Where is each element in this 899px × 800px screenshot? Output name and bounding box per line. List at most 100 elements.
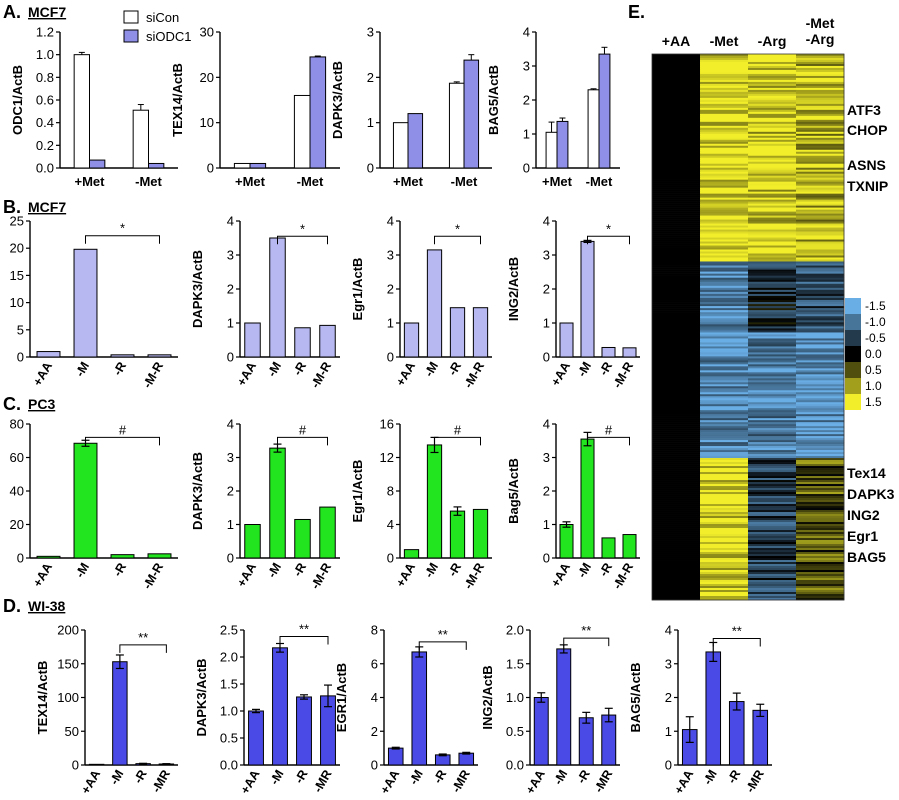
heatmap-cell xyxy=(748,422,797,425)
heatmap-cell xyxy=(700,598,749,601)
bar xyxy=(269,237,286,358)
heatmap-cell xyxy=(700,312,749,315)
heatmap-cell xyxy=(652,107,701,111)
heatmap-cell xyxy=(652,133,701,137)
heatmap-cell xyxy=(796,203,845,206)
panel-a-cell-line: MCF7 xyxy=(28,4,66,20)
heatmap-cell xyxy=(748,428,797,431)
heatmap-cell xyxy=(796,366,845,369)
significance-bracket xyxy=(712,637,761,647)
y-axis-label: DAPK3/ActB xyxy=(194,658,209,736)
heatmap-cell xyxy=(748,508,797,511)
heatmap-cell xyxy=(700,494,749,497)
heatmap-cell xyxy=(796,528,845,531)
heatmap-cell xyxy=(796,103,845,107)
heatmap-cell xyxy=(652,432,701,435)
x-tick-label: -M xyxy=(551,768,570,788)
heatmap-cell xyxy=(700,187,749,190)
heatmap-cell xyxy=(748,404,797,407)
heatmap-cell xyxy=(748,578,797,581)
heatmap-cell xyxy=(652,446,701,449)
heatmap-cell xyxy=(700,93,749,97)
heatmap-cell xyxy=(796,428,845,431)
heatmap-cell xyxy=(748,438,797,441)
heatmap-cell xyxy=(652,159,701,163)
y-tick-label: 8 xyxy=(387,484,394,499)
heatmap-cell xyxy=(652,578,701,581)
bar xyxy=(472,508,489,559)
heatmap-cell xyxy=(652,221,701,224)
y-tick-label: 5 xyxy=(17,322,24,337)
heatmap-cell xyxy=(652,247,701,250)
x-tick-label: +Met xyxy=(542,174,573,189)
y-tick-label: 1 xyxy=(227,316,234,331)
heatmap-cell xyxy=(652,257,701,260)
heatmap-cell xyxy=(700,562,749,565)
heatmap-cell xyxy=(796,420,845,423)
heatmap-cell xyxy=(748,458,797,461)
heatmap-cell xyxy=(748,54,797,57)
heatmap-cell xyxy=(796,183,845,186)
heatmap-cell xyxy=(700,101,749,105)
y-tick-label: 6 xyxy=(371,656,378,671)
heatmap-cell xyxy=(700,528,749,531)
heatmap-cell xyxy=(700,322,749,325)
heatmap-cell xyxy=(796,372,845,375)
significance-label: ** xyxy=(732,623,742,638)
panel-d-letter: D. xyxy=(3,596,21,616)
y-axis-label: TEX14/ActB xyxy=(35,661,50,735)
heatmap-cell xyxy=(796,588,845,591)
heatmap-cell xyxy=(796,498,845,501)
heatmap-cell xyxy=(796,137,845,141)
heatmap-cell xyxy=(700,257,749,260)
heatmap-cell xyxy=(748,57,797,61)
heatmap-cell xyxy=(796,67,845,71)
heatmap-cell xyxy=(748,285,797,289)
heatmap-cell xyxy=(700,468,749,471)
heatmap-cell xyxy=(700,121,749,125)
heatmap-cell xyxy=(748,568,797,571)
heatmap-cell xyxy=(796,512,845,515)
x-tick-label: -R xyxy=(110,360,129,378)
bar xyxy=(556,648,572,766)
heatmap-cell xyxy=(748,572,797,575)
x-tick-label: -R xyxy=(131,768,150,786)
heatmap-cell xyxy=(796,550,845,553)
heatmap-cell xyxy=(700,295,749,299)
y-tick-label: 3 xyxy=(543,248,550,263)
heatmap-cell xyxy=(748,366,797,369)
heatmap-cell xyxy=(652,544,701,547)
heatmap-cell xyxy=(796,418,845,421)
color-scale-step xyxy=(845,330,861,346)
chart-A3: 0 1 2 3 DAPK3/ActB +Met -Met xyxy=(330,25,492,189)
heatmap-cell xyxy=(748,283,797,287)
heatmap-cell xyxy=(796,496,845,499)
heatmap-cell xyxy=(796,115,845,119)
heatmap-cell xyxy=(796,253,845,256)
heatmap-cell xyxy=(700,406,749,409)
heatmap-cell xyxy=(700,544,749,547)
x-tick-label: +AA xyxy=(78,768,103,797)
heatmap-cell xyxy=(748,201,797,204)
bar xyxy=(449,307,466,358)
bar xyxy=(434,754,451,766)
heatmap-cell xyxy=(748,235,797,238)
heatmap-cell xyxy=(796,546,845,549)
heatmap-cell xyxy=(796,356,845,359)
y-tick-label: 3 xyxy=(543,450,550,465)
y-tick-label: 2 xyxy=(387,282,394,297)
heatmap-cell xyxy=(748,141,797,145)
heatmap-cell xyxy=(748,426,797,429)
heatmap-cell xyxy=(748,275,797,279)
heatmap-cell xyxy=(652,508,701,511)
x-tick-label: -M xyxy=(267,768,286,788)
heatmap-cell xyxy=(748,344,797,347)
heatmap-cell xyxy=(652,139,701,143)
bar xyxy=(387,747,404,766)
bar xyxy=(578,717,594,766)
y-tick-label: 4 xyxy=(227,214,234,229)
significance-bracket xyxy=(119,644,167,653)
heatmap-cell xyxy=(652,265,701,268)
